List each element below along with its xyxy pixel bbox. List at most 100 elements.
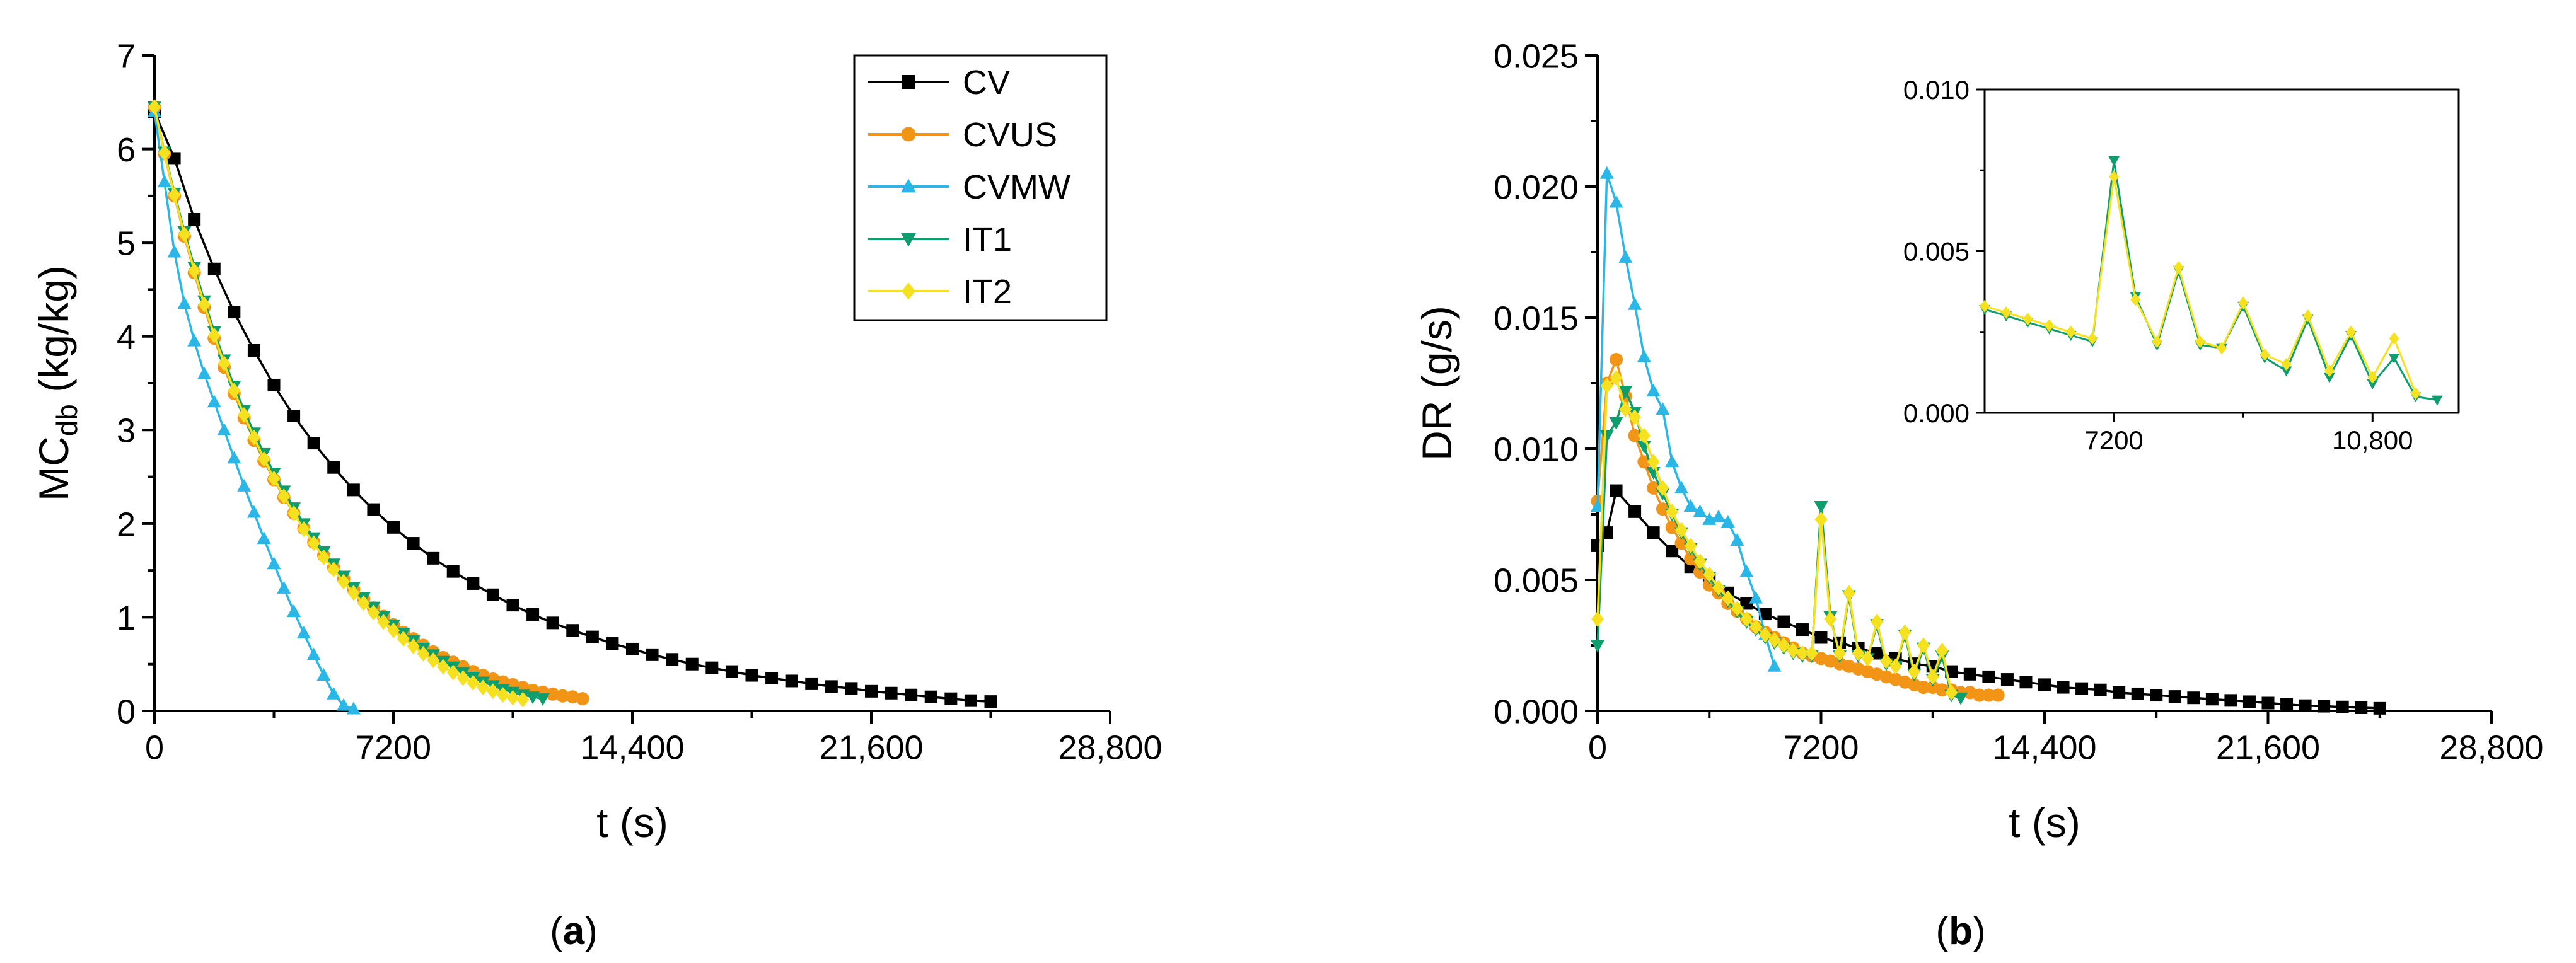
series-line-cvmw [1596,172,1776,667]
y-tick-label: 0.010 [1494,430,1579,468]
data-point-it2 [446,664,460,681]
legend-swatch-marker [900,233,917,247]
data-point-it2 [2087,332,2097,345]
data-point-it2 [1674,522,1688,538]
x-tick-label: 7200 [356,729,431,767]
data-point-it2 [1703,567,1716,583]
data-point-cvus [1656,502,1669,516]
x-tick-label: 7200 [1783,729,1859,767]
y-tick-label: 6 [117,131,136,169]
data-point-it2 [1889,658,1902,674]
data-point-cvmw [337,698,351,711]
data-point-it2 [1600,378,1613,394]
data-point-cvus [546,687,560,701]
legend: CV CVUS CVMW IT1 IT2 [853,54,1108,321]
data-point-cvmw [277,580,291,594]
data-point-cv [1796,623,1809,637]
data-point-cv [2373,701,2386,715]
data-point-it2 [188,263,201,279]
legend-swatch-marker [902,75,915,89]
data-point-it2 [477,679,490,696]
data-point-cvmw [306,647,321,660]
data-point-it2 [1619,401,1632,418]
data-point-it1 [535,693,550,706]
data-point-cv [2019,676,2033,689]
data-point-cv [705,661,719,674]
data-point-cv [785,674,798,688]
data-point-it2 [1749,619,1763,635]
data-point-cvmw [1637,349,1651,362]
data-point-cv [2150,689,2163,702]
data-point-cvus [1610,353,1623,367]
data-point-cv [2355,701,2368,715]
legend-item-cvmw: CVMW [868,168,1070,206]
data-point-cvmw [1628,297,1642,310]
data-point-it2 [297,521,310,538]
data-point-cv [347,483,360,497]
data-point-it1 [1618,385,1633,398]
data-point-it2 [2044,319,2055,332]
data-point-it2 [1731,601,1744,617]
data-point-it1 [526,691,540,705]
data-point-cvmw [267,556,281,570]
data-point-it2 [397,631,410,647]
data-point-cv [944,692,958,705]
data-point-it2 [427,652,440,669]
plot-a: 0 7200 14,400 21,600 28,800 0 1 2 3 4 5 6 7 t (s) MCdb… [30,37,1163,846]
data-point-cv [427,551,440,565]
data-point-cv [2131,687,2144,700]
data-point-cvus [1665,521,1679,534]
data-point-it1 [2280,366,2292,377]
data-point-it2 [486,683,499,700]
data-point-it2 [1935,642,1949,659]
data-point-cv [2205,693,2219,706]
data-point-cv [2280,698,2294,711]
data-point-cvmw [1720,514,1735,528]
data-point-it2 [367,604,380,621]
data-point-it2 [1656,480,1669,496]
data-point-it2 [2302,309,2313,323]
data-point-cv [1871,647,1884,660]
data-point-it1 [1591,640,1604,653]
data-point-it2 [1879,653,1893,669]
data-point-it2 [1852,645,1865,661]
data-point-it2 [178,226,191,243]
series-it2 [1980,170,2421,400]
data-point-cvmw [217,422,231,435]
data-point-cv [1610,484,1623,497]
data-point-it2 [2001,306,2012,319]
data-point-cv [2336,700,2349,713]
data-point-it2 [158,145,171,161]
series-it1 [148,101,550,706]
y-tick-label: 0 [117,693,136,730]
data-point-it2 [1787,642,1800,659]
data-point-cv [2057,681,2070,694]
data-point-cv [2094,683,2107,696]
data-point-cv [666,653,679,666]
y-tick-label: 1 [117,599,136,637]
data-point-it1 [1954,692,1968,705]
y-tick-label: 7 [117,37,136,75]
data-point-it2 [1908,664,1921,680]
data-point-cv [327,461,340,474]
data-point-cvmw [1674,480,1688,493]
legend-label: CV [963,64,1010,101]
data-point-it2 [2346,325,2357,338]
data-point-cvmw [187,333,202,347]
x-axis-title: t (s) [2009,799,2080,846]
data-point-cvmw [1618,250,1633,263]
data-point-it1 [1814,501,1828,514]
data-point-cv [2187,691,2200,705]
data-point-it2 [2281,358,2292,371]
data-point-it2 [506,689,519,706]
data-point-cvus [1973,688,1987,702]
legend-item-cvus: CVUS [868,116,1057,154]
legend-item-it2: IT2 [868,273,1012,311]
data-point-cv [2299,699,2312,712]
data-point-it2 [337,574,351,590]
y-axis-title: MCdb (kg/kg) [30,265,83,501]
y-tick-label: 0.025 [1494,37,1579,75]
data-point-cv [188,213,201,226]
data-point-it1 [2324,372,2335,383]
